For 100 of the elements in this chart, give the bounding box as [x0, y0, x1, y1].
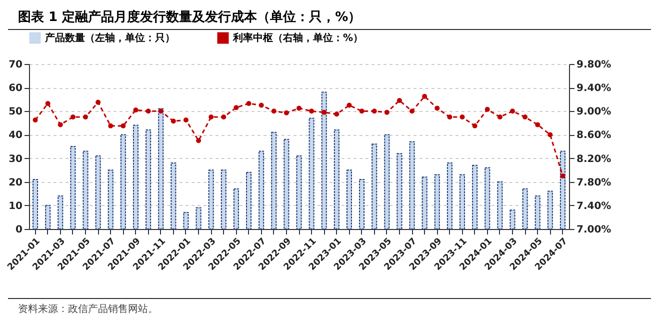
- point: [410, 108, 415, 114]
- bar: [95, 155, 101, 230]
- y2-tick-label: 9.00%: [576, 106, 612, 118]
- bar: [246, 172, 252, 230]
- bar: [547, 190, 553, 230]
- point: [372, 108, 377, 114]
- point: [133, 107, 138, 112]
- point: [146, 108, 151, 114]
- point: [170, 118, 176, 124]
- point: [221, 114, 226, 120]
- bar: [422, 176, 428, 230]
- point: [434, 106, 440, 111]
- point: [309, 108, 314, 114]
- bar: [158, 108, 164, 230]
- legend-label: 产品数量（左轴，单位：只）: [44, 32, 175, 44]
- y2-tick-label: 9.40%: [576, 83, 612, 94]
- bar: [32, 179, 38, 230]
- bar: [472, 164, 478, 230]
- y-tick-label: 20: [8, 177, 23, 188]
- y2-tick-label: 7.40%: [576, 200, 612, 212]
- point: [535, 122, 540, 128]
- point: [422, 94, 428, 99]
- point: [460, 114, 465, 120]
- legend-label: 利率中枢（右轴，单位：%）: [232, 32, 364, 44]
- bar: [58, 196, 64, 230]
- point: [472, 123, 478, 128]
- y-tick-label: 0: [16, 224, 23, 236]
- y2-tick-label: 9.80%: [576, 60, 612, 70]
- bar: [82, 150, 88, 230]
- bar: [446, 162, 452, 230]
- point: [96, 100, 101, 105]
- point: [183, 117, 188, 122]
- y2-tick-label: 7.00%: [576, 224, 612, 236]
- point: [70, 114, 76, 120]
- point: [296, 106, 302, 111]
- point: [32, 117, 38, 122]
- bar: [484, 167, 490, 230]
- y-tick-label: 70: [8, 60, 23, 70]
- bar: [409, 141, 415, 230]
- point: [208, 114, 214, 120]
- bar: [258, 150, 264, 230]
- y-tick-label: 50: [8, 106, 23, 118]
- point: [158, 108, 164, 114]
- point: [234, 105, 239, 110]
- bar: [284, 138, 290, 230]
- point: [560, 173, 566, 178]
- bar: [208, 170, 214, 230]
- point: [58, 122, 63, 128]
- point: [334, 112, 340, 117]
- bar: [534, 196, 540, 230]
- point: [384, 110, 390, 115]
- point: [120, 123, 126, 128]
- point: [484, 106, 490, 112]
- y-tick-label: 30: [8, 154, 23, 165]
- bar: [220, 170, 226, 230]
- point: [510, 108, 515, 114]
- bar: [308, 118, 314, 230]
- y2-tick-label: 7.80%: [576, 177, 612, 188]
- point: [196, 138, 202, 144]
- point: [83, 114, 88, 120]
- bar: [434, 174, 440, 230]
- y-tick-label: 10: [8, 200, 23, 212]
- bar: [372, 144, 378, 230]
- text: 资料来源：政信产品销售网站。: [8, 298, 651, 319]
- point: [322, 110, 327, 115]
- y-tick-label: 40: [8, 130, 23, 142]
- point: [447, 114, 452, 120]
- bar: [459, 174, 466, 230]
- bar: [271, 132, 277, 230]
- bar: [522, 188, 528, 230]
- bar: [170, 162, 176, 230]
- bar: [321, 92, 327, 230]
- point: [246, 100, 252, 106]
- point: [359, 108, 364, 114]
- bar: [45, 204, 51, 230]
- bar: [334, 130, 340, 230]
- bar: [233, 188, 239, 230]
- point: [271, 108, 276, 114]
- point: [522, 114, 528, 120]
- bar: [497, 181, 503, 230]
- bar: [70, 146, 76, 230]
- bar: [196, 207, 202, 230]
- bar: [108, 170, 114, 230]
- bar: [146, 130, 152, 230]
- bar: [296, 155, 302, 230]
- bar: [359, 179, 365, 230]
- point: [108, 123, 114, 128]
- point: [258, 102, 264, 108]
- bar: [384, 134, 390, 230]
- y-tick-label: 60: [8, 83, 23, 94]
- point: [45, 100, 50, 106]
- point: [284, 110, 289, 116]
- y2-tick-label: 8.20%: [576, 154, 612, 165]
- chart-title: 图表 1 定融产品月度发行数量及发行成本（单位：只，%）: [8, 0, 651, 30]
- point: [346, 102, 352, 108]
- bar: [346, 170, 352, 230]
- y2-tick-label: 8.60%: [576, 130, 612, 142]
- bar: [510, 210, 516, 230]
- bar: [120, 134, 126, 230]
- point: [396, 98, 402, 104]
